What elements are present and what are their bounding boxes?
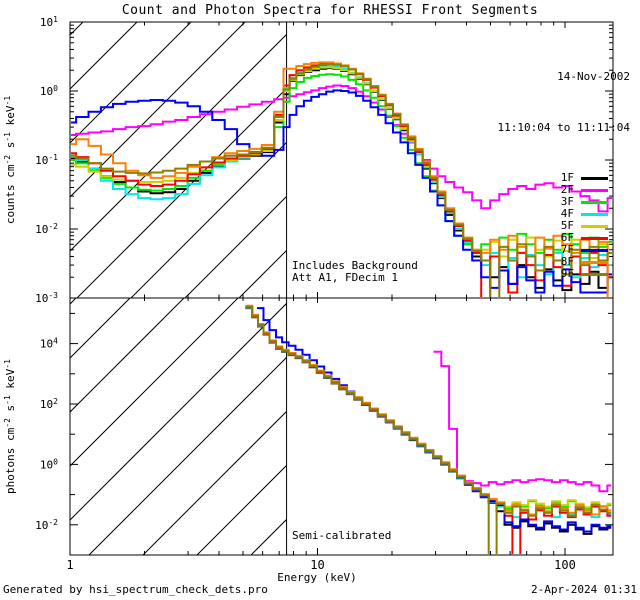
y-axis-title-counts: counts cm-2 s-1 keV-1 bbox=[3, 96, 17, 224]
spectrum-curve-7F bbox=[71, 89, 612, 294]
legend-color-swatch bbox=[581, 212, 608, 216]
svg-text:100: 100 bbox=[40, 457, 58, 471]
legend-entry: 2F bbox=[452, 184, 632, 196]
spectrum-curve-9F bbox=[71, 63, 612, 297]
legend-entry-label: 2F bbox=[560, 183, 574, 196]
axis-ticks bbox=[69, 21, 613, 556]
hatched-region bbox=[70, 22, 287, 298]
svg-text:100: 100 bbox=[40, 84, 58, 98]
svg-text:10-1: 10-1 bbox=[35, 153, 58, 167]
legend-entry: 6F bbox=[452, 232, 632, 244]
svg-text:104: 104 bbox=[40, 337, 58, 351]
legend-color-swatch bbox=[581, 200, 608, 204]
spectrum-curve-1F bbox=[245, 307, 612, 535]
legend-entry: 4F bbox=[452, 208, 632, 220]
legend: 14-Nov-2002 11:10:04 to 11:11:04 1F 2F 3F 4… bbox=[452, 32, 632, 318]
legend-entry-label: 6F bbox=[560, 231, 574, 244]
x-axis-title: Energy (keV) bbox=[277, 571, 357, 584]
annotation-attenuator-state: Att A1, FDecim 1 bbox=[292, 271, 398, 284]
spectrum-curve-5F bbox=[245, 305, 612, 509]
spectrum-curve-2F bbox=[433, 350, 612, 493]
legend-entry: 7F bbox=[452, 244, 632, 256]
legend-color-swatch bbox=[581, 224, 608, 228]
svg-text:1: 1 bbox=[66, 558, 73, 572]
legend-color-swatch bbox=[581, 176, 608, 180]
legend-entry: 3F bbox=[452, 196, 632, 208]
hatched-region bbox=[70, 298, 287, 555]
legend-entry-label: 4F bbox=[560, 207, 574, 220]
legend-color-swatch bbox=[581, 236, 608, 240]
svg-text:101: 101 bbox=[40, 15, 58, 29]
legend-entry: 9F bbox=[452, 268, 632, 280]
photon-spectra-curves bbox=[245, 304, 612, 554]
page-title: Count and Photon Spectra for RHESSI Fron… bbox=[121, 3, 539, 18]
svg-text:10-2: 10-2 bbox=[35, 518, 58, 532]
legend-entry-label: 7F bbox=[560, 243, 574, 256]
bottom-panel-frame bbox=[69, 297, 614, 556]
legend-color-swatch bbox=[581, 248, 608, 252]
spectrum-curve-9F bbox=[245, 305, 612, 554]
legend-entries: 1F 2F 3F 4F 5F 6F 7F 8F 9F bbox=[452, 172, 632, 280]
legend-entry-label: 3F bbox=[560, 195, 574, 208]
spectrum-curve-4F bbox=[245, 306, 612, 519]
svg-text:10: 10 bbox=[310, 558, 324, 572]
spectrum-curve-8F bbox=[245, 304, 612, 516]
legend-color-swatch bbox=[581, 272, 608, 276]
annotation-includes-background: Includes Background bbox=[292, 259, 418, 272]
legend-entry: 1F bbox=[452, 172, 632, 184]
legend-date: 14-Nov-2002 bbox=[557, 70, 630, 83]
axis-tick-labels: 101 100 10-1 10-2 10-3 104 102 100 10-2 1 10 100 bbox=[35, 15, 576, 572]
spectrum-curve-5F bbox=[71, 66, 612, 259]
spectrum-curve-2F bbox=[71, 84, 612, 213]
count-spectra-curves bbox=[71, 61, 612, 297]
legend-entry: 5F bbox=[452, 220, 632, 232]
legend-entry: 8F bbox=[452, 256, 632, 268]
annotation-semi-calibrated: Semi-calibrated bbox=[292, 529, 392, 542]
legend-entry-label: 9F bbox=[560, 267, 574, 280]
svg-text:10-2: 10-2 bbox=[35, 222, 58, 236]
legend-color-swatch bbox=[581, 188, 608, 192]
svg-text:100: 100 bbox=[554, 558, 576, 572]
legend-time-range: 11:10:04 to 11:11:04 bbox=[497, 121, 630, 134]
svg-text:102: 102 bbox=[40, 397, 58, 411]
spectrum-curve-3F bbox=[245, 306, 612, 510]
svg-text:10-3: 10-3 bbox=[35, 291, 58, 305]
footer-timestamp: 2-Apr-2024 01:31 bbox=[531, 583, 637, 596]
legend-color-swatch bbox=[581, 260, 608, 264]
legend-entry-label: 5F bbox=[560, 219, 574, 232]
legend-entry-label: 8F bbox=[560, 255, 574, 268]
spectrum-curve-7F bbox=[257, 307, 612, 533]
legend-entry-label: 1F bbox=[560, 171, 574, 184]
footer-generator-note: Generated by hsi_spectrum_check_dets.pro bbox=[3, 583, 268, 596]
y-axis-title-photons: photons cm-2 s-1 keV-1 bbox=[3, 359, 17, 494]
